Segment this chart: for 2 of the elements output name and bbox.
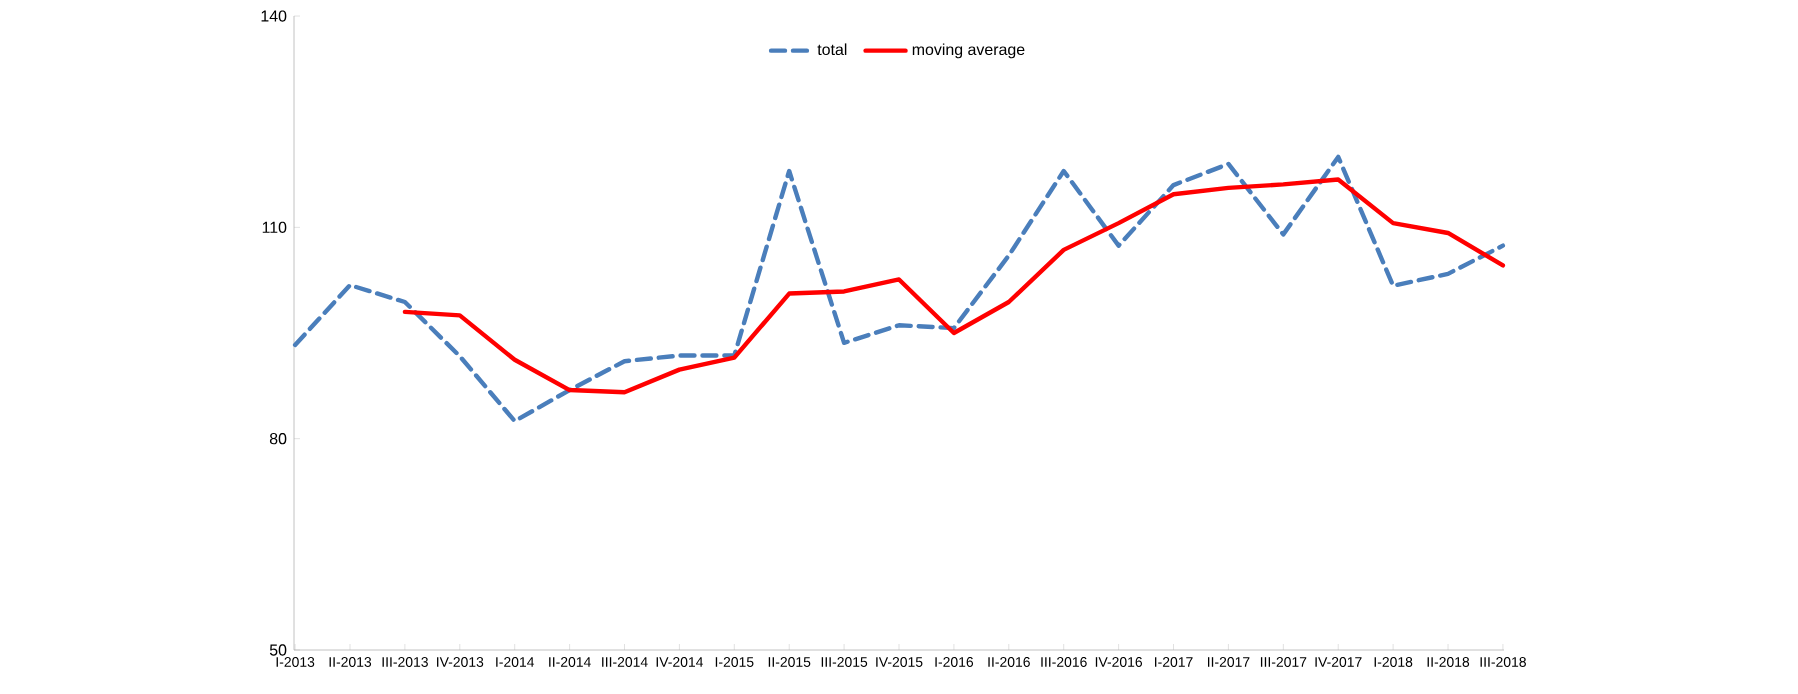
line-series [402,177,1506,395]
line-series [292,154,1506,424]
